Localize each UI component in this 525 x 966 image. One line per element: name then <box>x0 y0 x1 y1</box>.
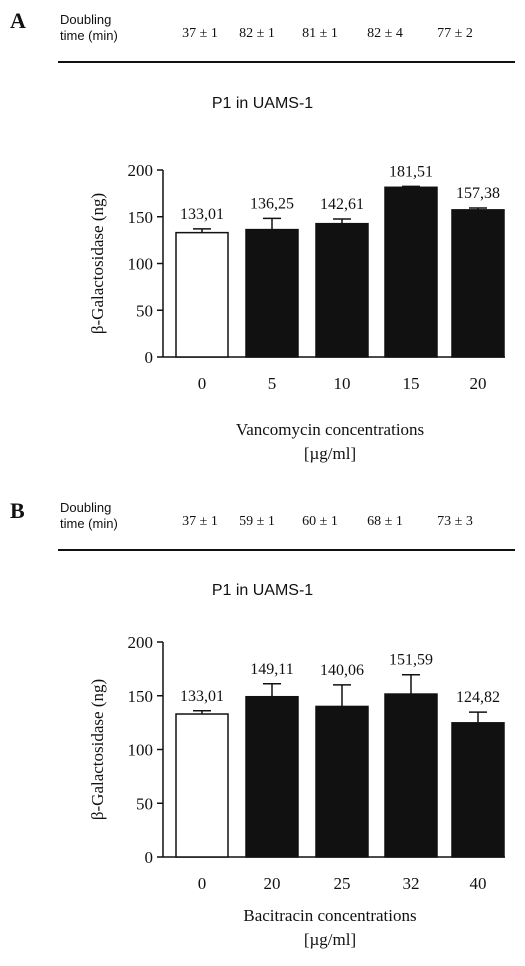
y-tick-label: 200 <box>128 633 154 652</box>
doubling-time-value: 60 ± 1 <box>302 514 338 529</box>
divider-rule <box>58 549 515 551</box>
doubling-time-value: 68 ± 1 <box>367 514 403 529</box>
chart-title: P1 in UAMS-1 <box>211 95 314 112</box>
data-label: 149,11 <box>250 661 293 678</box>
doubling-time-value: 77 ± 2 <box>437 26 473 41</box>
doubling-time-value: 73 ± 3 <box>437 514 473 529</box>
doubling-label-line1: Doubling <box>60 12 112 27</box>
x-axis-label-line1: Vancomycin concentrations <box>235 420 425 439</box>
panel-a: A Doubling time (min) 37 ± 1 82 ± 1 81 ±… <box>0 0 525 480</box>
doubling-time-value: 82 ± 4 <box>367 26 403 41</box>
y-tick-label: 150 <box>128 687 154 706</box>
doubling-time-label: Doubling time (min) <box>60 500 150 532</box>
y-axis-title: β-Galactosidase (ng) <box>88 193 107 334</box>
bar <box>315 222 369 358</box>
chart-title: P1 in UAMS-1 <box>211 582 314 599</box>
x-axis-label: Vancomycin concentrations [µg/ml] <box>160 418 500 466</box>
x-tick-label: 25 <box>334 874 351 893</box>
x-tick-label: 5 <box>268 374 277 393</box>
bar <box>245 228 299 358</box>
panel-letter: A <box>10 8 26 33</box>
x-axis-label-line2: [µg/ml] <box>303 930 357 949</box>
data-label: 181,51 <box>389 163 433 180</box>
panel-letter: B <box>10 498 25 523</box>
bar <box>245 695 299 858</box>
bar <box>175 231 229 358</box>
y-tick-label: 100 <box>128 255 154 274</box>
doubling-time-value: 82 ± 1 <box>239 26 275 41</box>
doubling-time-label: Doubling time (min) <box>60 12 150 44</box>
data-label: 157,38 <box>456 185 500 202</box>
data-label: 151,59 <box>389 652 433 669</box>
divider-rule <box>58 61 515 63</box>
x-axis-label-line1: Bacitracin concentrations <box>243 906 417 925</box>
x-axis-label: Bacitracin concentrations [µg/ml] <box>160 904 500 952</box>
bar <box>451 209 505 358</box>
data-label: 124,82 <box>456 689 500 706</box>
x-tick-label: 40 <box>470 874 487 893</box>
x-tick-label: 20 <box>470 374 487 393</box>
x-tick-label: 32 <box>403 874 420 893</box>
y-tick-label: 100 <box>128 741 154 760</box>
data-label: 136,25 <box>250 195 294 212</box>
y-tick-label: 50 <box>136 301 153 320</box>
x-tick-label: 0 <box>198 374 207 393</box>
bar <box>315 705 369 858</box>
y-tick-label: 0 <box>145 348 154 367</box>
bar <box>384 693 438 858</box>
doubling-time-value: 59 ± 1 <box>239 514 275 529</box>
x-tick-label: 15 <box>403 374 420 393</box>
x-tick-label: 10 <box>334 374 351 393</box>
doubling-time-value: 37 ± 1 <box>182 26 218 41</box>
y-axis-title: β-Galactosidase (ng) <box>88 679 107 820</box>
data-label: 142,61 <box>320 196 364 213</box>
bar <box>384 186 438 358</box>
doubling-label-line2: time (min) <box>60 516 118 531</box>
data-label: 133,01 <box>180 688 224 705</box>
x-tick-label: 0 <box>198 874 207 893</box>
y-tick-label: 150 <box>128 208 154 227</box>
x-axis-label-line2: [µg/ml] <box>303 444 357 463</box>
panel-b: B Doubling time (min) 37 ± 1 59 ± 1 60 ±… <box>0 490 525 966</box>
chart-a: 0 50 100 150 200 β-Galactosidase (ng) 133,01 0 1… <box>88 161 505 393</box>
doubling-label-line1: Doubling <box>60 500 112 515</box>
bar <box>451 722 505 858</box>
chart-b: 0 50 100 150 200 β-Galactosidase (ng) 133,01 0 1… <box>88 633 505 893</box>
doubling-time-value: 81 ± 1 <box>302 26 338 41</box>
doubling-label-line2: time (min) <box>60 28 118 43</box>
doubling-time-value: 37 ± 1 <box>182 514 218 529</box>
x-tick-label: 20 <box>264 874 281 893</box>
y-tick-label: 0 <box>145 848 154 867</box>
bar <box>175 713 229 858</box>
data-label: 133,01 <box>180 206 224 223</box>
data-label: 140,06 <box>320 662 364 679</box>
y-tick-label: 50 <box>136 794 153 813</box>
y-tick-label: 200 <box>128 161 154 180</box>
